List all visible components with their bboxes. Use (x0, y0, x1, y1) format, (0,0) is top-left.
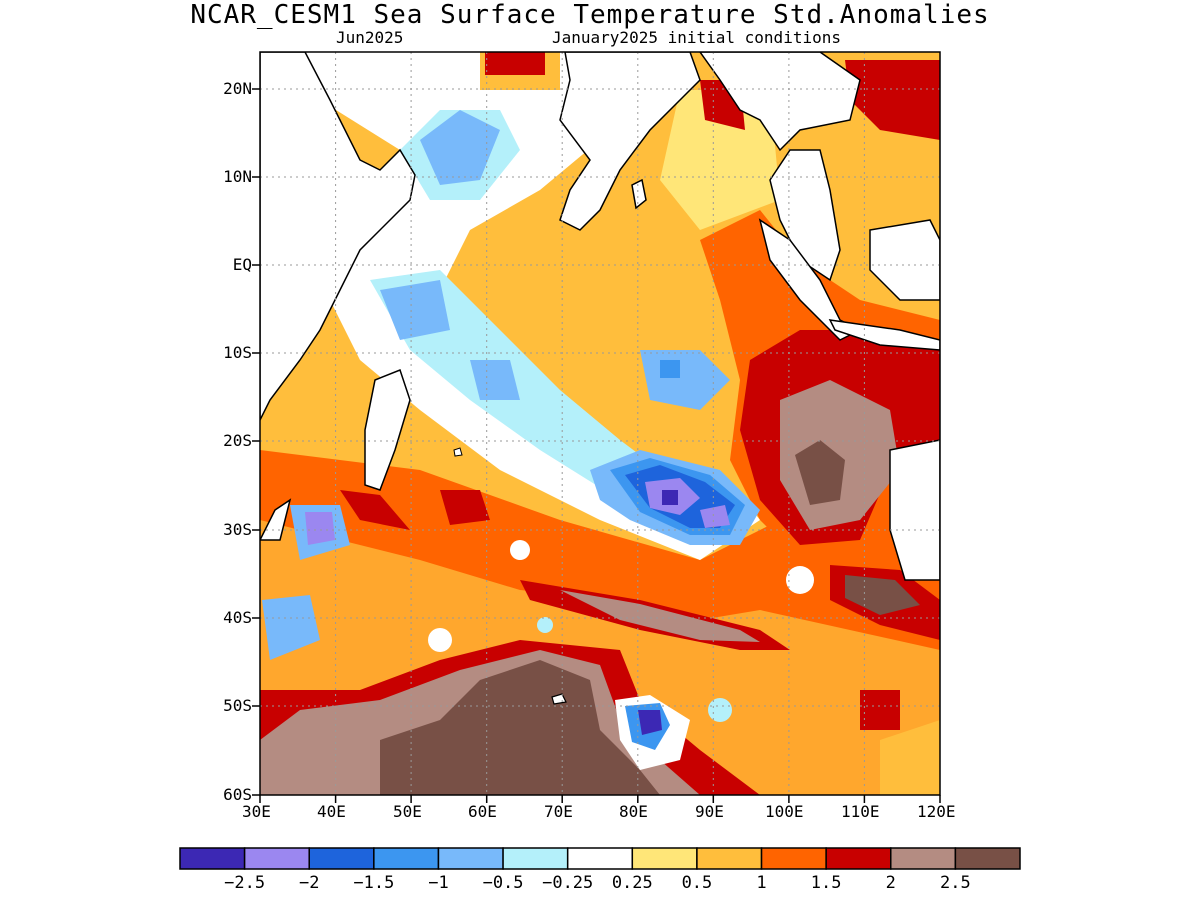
chart-title: NCAR_CESM1 Sea Surface Temperature Std.A… (190, 0, 990, 30)
lat-label: 10S (223, 343, 252, 362)
colorbar-swatch (308, 847, 375, 870)
colorbar-label: −0.5 (482, 873, 524, 893)
lon-label: 60E (468, 802, 497, 821)
lon-label: 120E (917, 802, 956, 821)
colorbar-swatch (954, 847, 1021, 870)
colorbar-swatch (696, 847, 763, 870)
lat-label: 30S (223, 520, 252, 539)
lon-label: 40E (317, 802, 346, 821)
colorbar-swatch (825, 847, 892, 870)
colorbar (179, 847, 1021, 870)
lon-label: 100E (765, 802, 804, 821)
lat-label: 20N (223, 79, 252, 98)
lon-label: 80E (619, 802, 648, 821)
plot-frame (259, 51, 941, 796)
colorbar-label: −1 (428, 873, 449, 893)
lon-label: 50E (393, 802, 422, 821)
lat-label: 50S (223, 696, 252, 715)
lat-label: 60S (223, 785, 252, 804)
colorbar-swatch (890, 847, 957, 870)
colorbar-swatch (373, 847, 440, 870)
colorbar-swatch (631, 847, 698, 870)
lon-label: 70E (544, 802, 573, 821)
colorbar-label: −2 (298, 873, 320, 893)
colorbar-swatch (437, 847, 504, 870)
axis-ticks (252, 88, 941, 803)
colorbar-swatch (566, 847, 634, 870)
lon-label: 90E (695, 802, 724, 821)
lat-label: 20S (223, 431, 252, 450)
colorbar-label: −1.5 (353, 873, 395, 893)
anomaly-field (260, 52, 940, 795)
colorbar-label: 2.5 (940, 873, 971, 893)
grid-lines (260, 52, 940, 795)
colorbar-label: 0.5 (681, 873, 713, 893)
colorbar-swatch (179, 847, 246, 870)
colorbar-label: 2 (885, 873, 896, 893)
colorbar-label: −0.25 (542, 873, 594, 893)
lon-label: 30E (242, 802, 271, 821)
lat-label: 40S (223, 608, 252, 627)
lon-label: 110E (841, 802, 880, 821)
forecast-month: Jun2025 (336, 28, 404, 47)
lat-label: EQ (232, 255, 252, 274)
colorbar-label: 1.5 (810, 873, 842, 893)
lat-label: 10N (223, 167, 252, 186)
colorbar-swatch (243, 847, 310, 870)
initial-conditions: January2025 initial conditions (552, 28, 841, 47)
colorbar-label: −2.5 (224, 873, 266, 893)
colorbar-label: 0.25 (611, 873, 653, 893)
colorbar-swatch (760, 847, 827, 870)
colorbar-label: 1 (756, 873, 767, 893)
colorbar-swatch (502, 847, 569, 870)
